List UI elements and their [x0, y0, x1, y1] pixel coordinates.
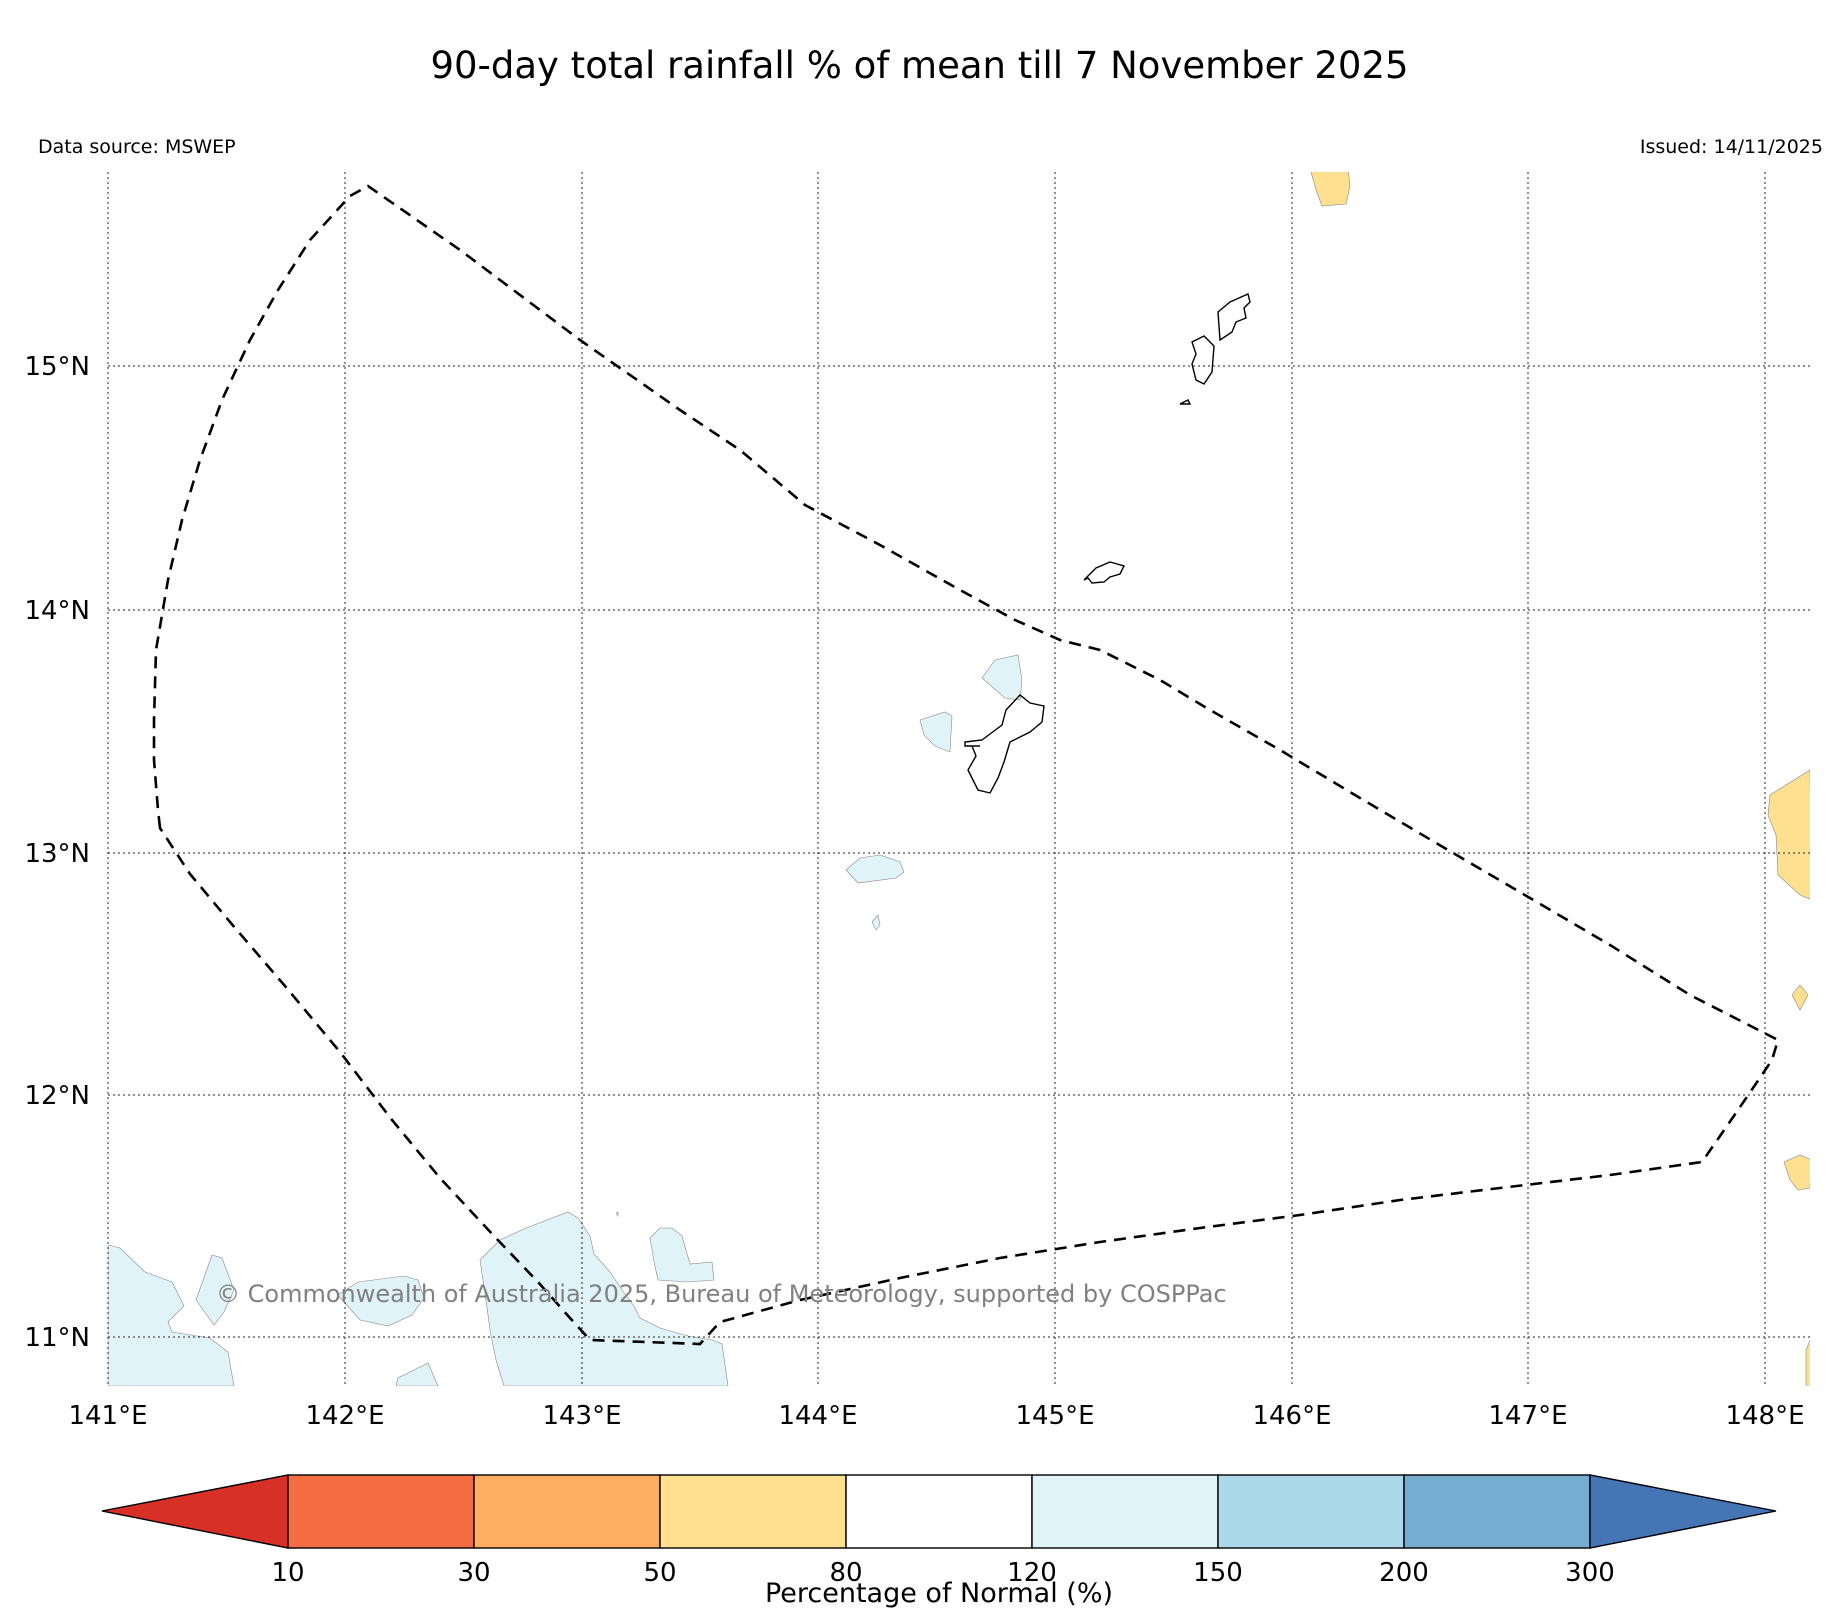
- tinian-island: [1191, 335, 1215, 385]
- lat-tick-11: 11°N: [24, 1323, 90, 1353]
- issued-date-label: Issued: 14/11/2025: [1639, 136, 1823, 158]
- above-normal-regions: [108, 654, 1023, 1386]
- colorbar-bin-150-200: [1217, 1474, 1405, 1549]
- colorbar-ticks: 10 30 50 80 120 150 200 300: [271, 1558, 1614, 1588]
- guam-island: [964, 694, 1045, 794]
- colorbar-label: Percentage of Normal (%): [765, 1578, 1113, 1609]
- copyright-text: © Commonwealth of Australia 2025, Bureau…: [216, 1280, 1227, 1308]
- colorbar-bin-80-120: [845, 1474, 1033, 1549]
- colorbar: [101, 1474, 1777, 1549]
- colorbar-low-extension: [101, 1474, 289, 1549]
- lat-tick-15: 15°N: [24, 352, 90, 382]
- coastlines: [964, 293, 1251, 794]
- lon-tick-143: 143°E: [542, 1401, 621, 1431]
- data-source-label: Data source: MSWEP: [38, 136, 236, 158]
- latitude-ticks: 11°N 12°N 13°N 14°N 15°N: [24, 352, 90, 1353]
- cb-tick-300: 300: [1565, 1558, 1615, 1588]
- colorbar-bin-120-150: [1031, 1474, 1219, 1549]
- eez-boundary: [152, 184, 1780, 1346]
- cb-tick-10: 10: [271, 1558, 304, 1588]
- lon-tick-142: 142°E: [305, 1401, 384, 1431]
- lon-tick-147: 147°E: [1488, 1401, 1567, 1431]
- colorbar-high-extension: [1589, 1474, 1777, 1549]
- page-title: 90-day total rainfall % of mean till 7 N…: [430, 44, 1409, 87]
- saipan-island: [1217, 293, 1251, 342]
- rota-island: [1083, 561, 1126, 584]
- cb-tick-80: 80: [829, 1558, 862, 1588]
- lon-tick-145: 145°E: [1015, 1401, 1094, 1431]
- longitude-ticks: 141°E 142°E 143°E 144°E 145°E 146°E 147°…: [68, 1401, 1804, 1431]
- lon-tick-141: 141°E: [68, 1401, 147, 1431]
- cb-tick-200: 200: [1379, 1558, 1429, 1588]
- below-normal-regions: [1310, 172, 1810, 1386]
- colorbar-bin-50-80: [659, 1474, 847, 1549]
- cb-tick-30: 30: [457, 1558, 490, 1588]
- colorbar-bin-30-50: [473, 1474, 661, 1549]
- gridlines: [107, 172, 1810, 1386]
- cb-tick-50: 50: [643, 1558, 676, 1588]
- cb-tick-120: 120: [1007, 1558, 1057, 1588]
- lon-tick-148: 148°E: [1725, 1401, 1804, 1431]
- lon-tick-146: 146°E: [1252, 1401, 1331, 1431]
- lat-tick-14: 14°N: [24, 596, 90, 626]
- lat-tick-13: 13°N: [24, 839, 90, 869]
- colorbar-bin-200-300: [1403, 1474, 1591, 1549]
- lon-tick-144: 144°E: [778, 1401, 857, 1431]
- cb-tick-150: 150: [1193, 1558, 1243, 1588]
- colorbar-bin-10-30: [287, 1474, 475, 1549]
- anomaly-regions: [108, 172, 1810, 1386]
- aguijan-island: [1179, 399, 1192, 405]
- lat-tick-12: 12°N: [24, 1081, 90, 1111]
